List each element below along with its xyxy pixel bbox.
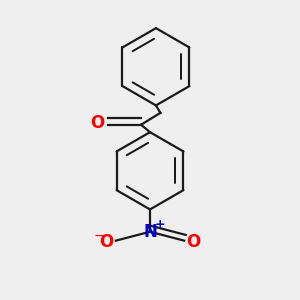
Text: −: − <box>94 229 105 243</box>
Text: O: O <box>99 232 113 250</box>
Text: +: + <box>154 218 165 231</box>
Text: O: O <box>90 114 104 132</box>
Text: N: N <box>144 223 158 241</box>
Text: O: O <box>187 232 201 250</box>
